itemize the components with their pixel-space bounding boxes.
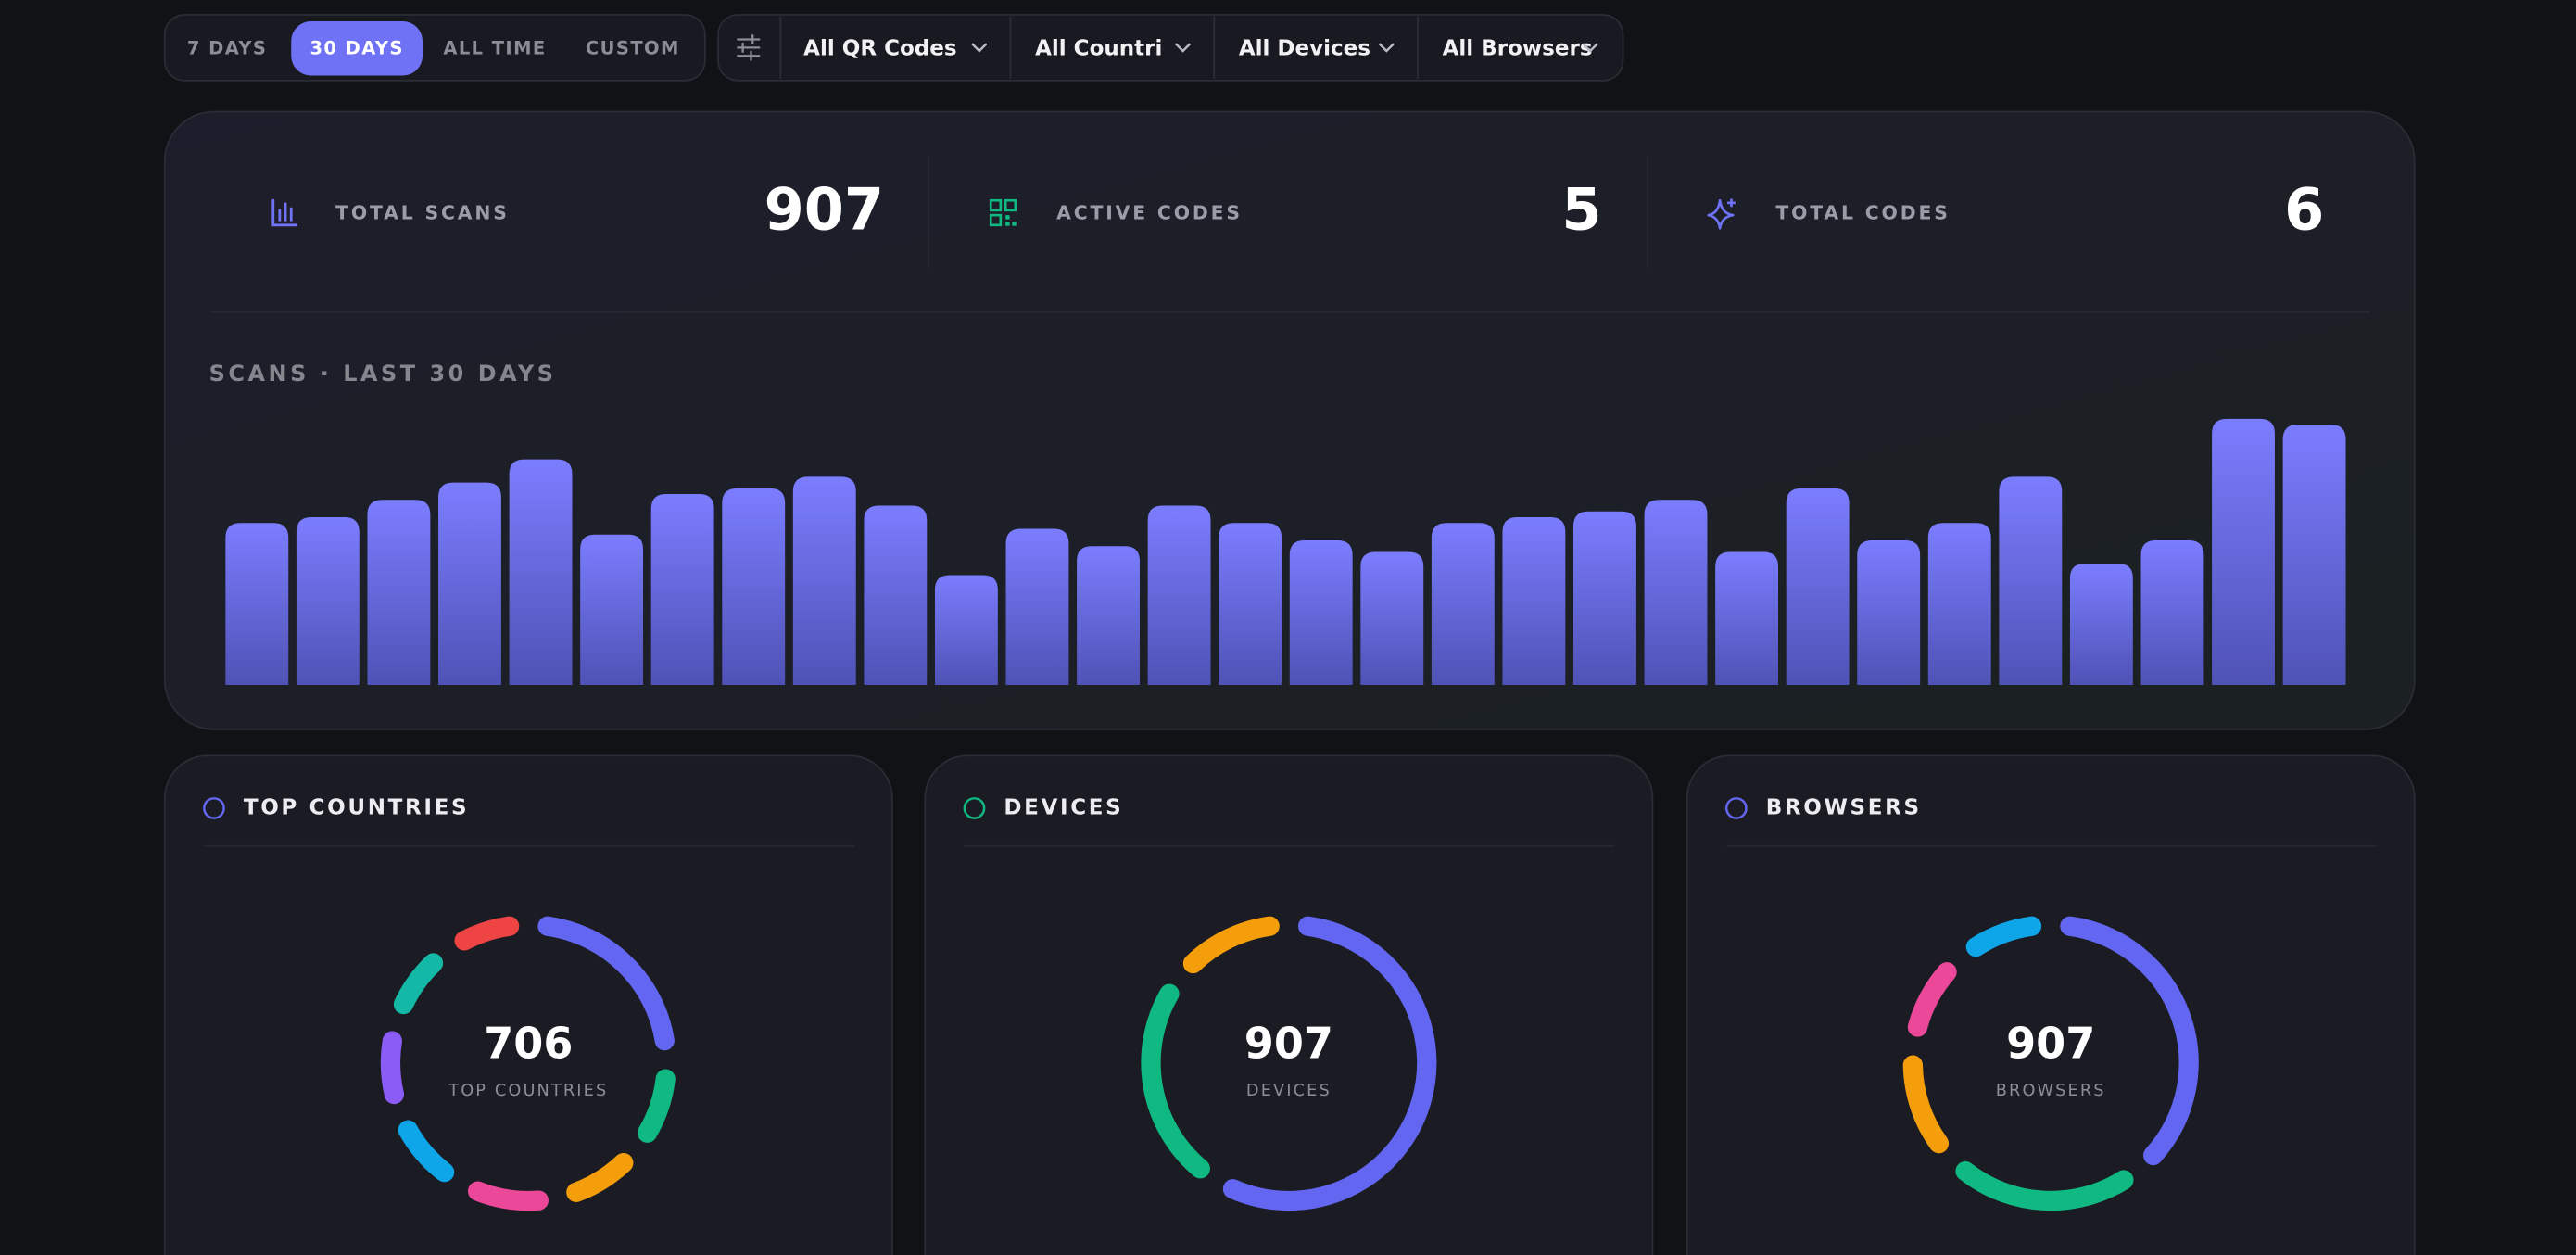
bar bbox=[1147, 505, 1211, 686]
panel-icon bbox=[1724, 797, 1748, 819]
panel-icon bbox=[963, 797, 986, 819]
donut-segment bbox=[537, 916, 675, 1051]
donut-segment bbox=[1141, 983, 1210, 1179]
bar bbox=[438, 482, 501, 686]
chart-title: SCANS · LAST 30 DAYS bbox=[209, 361, 557, 387]
bar bbox=[1644, 500, 1708, 686]
dropdown[interactable]: All Countries bbox=[1035, 37, 1190, 61]
donut-label: DEVICES bbox=[1246, 1082, 1332, 1100]
stats: TOTAL SCANS 907 ACTIVE CODES 5 TOTAL CODES 6 bbox=[335, 175, 2324, 243]
donut-total: 907 bbox=[1244, 1018, 1333, 1068]
bar bbox=[650, 494, 714, 686]
chevron bbox=[1175, 43, 1191, 53]
donut-total: 907 bbox=[2006, 1018, 2095, 1068]
bar bbox=[1077, 546, 1140, 686]
period-option[interactable]: ALL TIME bbox=[443, 38, 546, 59]
panel-card bbox=[1686, 754, 2416, 1255]
bar bbox=[225, 523, 289, 686]
chevron bbox=[971, 43, 988, 53]
panel-card bbox=[163, 754, 893, 1255]
bar bbox=[367, 500, 431, 686]
bar bbox=[1005, 528, 1069, 686]
stat-value: 5 bbox=[1561, 175, 1601, 243]
donut-segment bbox=[1955, 1160, 2134, 1211]
panel-title: TOP COUNTRIES bbox=[244, 795, 469, 819]
period-active bbox=[291, 21, 423, 76]
bar bbox=[1715, 551, 1779, 686]
panels: TOP COUNTRIES 706 TOP COUNTRIES DEVICES 907 D… bbox=[163, 754, 2416, 1255]
bar bbox=[1927, 523, 1991, 686]
dropdowns: All QR Codes All Countries All Devices All … bbox=[779, 16, 1598, 80]
bar bbox=[792, 476, 856, 686]
stat-value: 907 bbox=[764, 175, 884, 243]
bar bbox=[2212, 418, 2275, 686]
panel-title: BROWSERS bbox=[1766, 795, 1922, 819]
donut-segment bbox=[1222, 916, 1437, 1211]
period-option[interactable]: CUSTOM bbox=[586, 38, 680, 59]
qr-icon bbox=[989, 198, 1017, 227]
donut-segment bbox=[1902, 1055, 1950, 1154]
bar bbox=[580, 534, 644, 686]
bar bbox=[722, 488, 786, 686]
bar bbox=[1360, 551, 1424, 686]
donut-segment bbox=[637, 1069, 676, 1143]
period-option[interactable]: 30 DAYS bbox=[309, 38, 403, 59]
filter-icon[interactable] bbox=[737, 33, 761, 61]
donut-segment bbox=[380, 1031, 405, 1105]
donut-segment bbox=[566, 1152, 634, 1202]
donut-total: 706 bbox=[484, 1018, 573, 1068]
bar bbox=[1786, 488, 1850, 686]
bar bbox=[1502, 517, 1566, 686]
period-option[interactable]: 7 DAYS bbox=[187, 38, 267, 59]
dropdown[interactable]: All QR Codes bbox=[803, 37, 956, 61]
bar bbox=[864, 505, 928, 686]
chevron bbox=[1379, 43, 1395, 53]
bar bbox=[934, 575, 998, 686]
donut-segment bbox=[1965, 916, 2042, 957]
dropdown[interactable]: All Browsers bbox=[1443, 37, 1593, 61]
donut-segment bbox=[467, 1181, 549, 1211]
panel-title: DEVICES bbox=[1004, 795, 1123, 819]
donut-label: TOP COUNTRIES bbox=[448, 1082, 608, 1100]
bar bbox=[1219, 523, 1282, 686]
donut-segment bbox=[398, 1120, 455, 1183]
donut-segment bbox=[2060, 916, 2199, 1166]
period-options: 7 DAYS 30 DAYS ALL TIME CUSTOM bbox=[187, 21, 680, 76]
bar bbox=[1857, 539, 1921, 686]
scans-icon bbox=[271, 198, 297, 227]
bar bbox=[509, 459, 573, 686]
panel-card bbox=[924, 754, 1654, 1255]
stat-label: TOTAL CODES bbox=[1775, 201, 1950, 223]
stat-label: TOTAL SCANS bbox=[335, 201, 510, 223]
chevron bbox=[1582, 43, 1598, 53]
panel-icon bbox=[203, 797, 225, 819]
donut-label: BROWSERS bbox=[1996, 1082, 2106, 1100]
bar bbox=[1289, 539, 1353, 686]
bar bbox=[1573, 511, 1636, 686]
bar bbox=[2282, 425, 2346, 686]
stat-value: 6 bbox=[2284, 175, 2324, 243]
bar bbox=[1999, 476, 2063, 686]
donut-segment bbox=[1182, 916, 1280, 974]
bar-chart bbox=[225, 418, 2346, 686]
bar bbox=[296, 517, 360, 686]
dropdown[interactable]: All Devices bbox=[1239, 37, 1370, 61]
donut-segment bbox=[1907, 962, 1957, 1037]
sparkle-icon bbox=[1707, 198, 1736, 230]
donut-segment bbox=[393, 953, 444, 1015]
filter-group bbox=[717, 14, 1624, 82]
stat-label: ACTIVE CODES bbox=[1056, 201, 1243, 223]
bar bbox=[1431, 523, 1495, 686]
bar bbox=[2140, 539, 2204, 686]
donut-segment bbox=[454, 916, 520, 951]
bar bbox=[2069, 563, 2133, 686]
